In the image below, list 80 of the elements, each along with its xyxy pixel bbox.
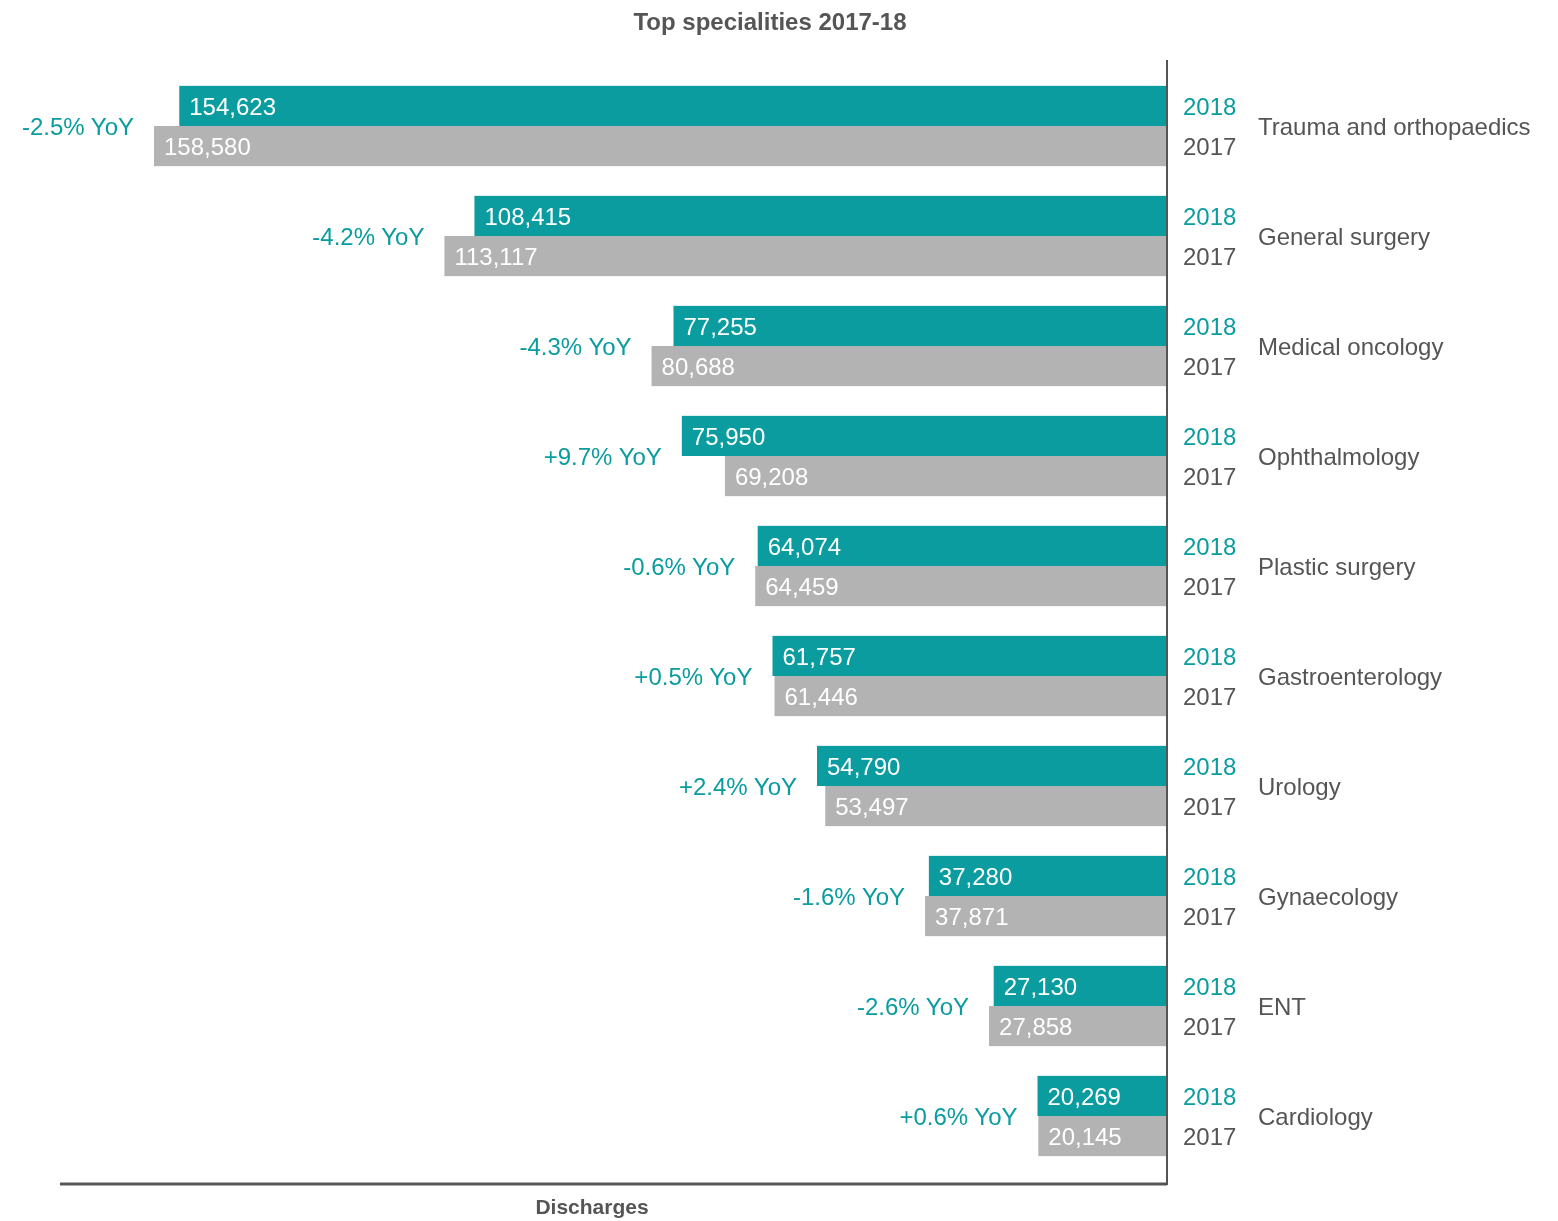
text: 2018 xyxy=(1183,312,1237,340)
bar xyxy=(755,566,1167,607)
bar xyxy=(154,126,1167,167)
text: 2017 xyxy=(1183,1012,1237,1040)
text: 2017 xyxy=(1183,682,1237,710)
data-label: 75,950 xyxy=(691,422,766,450)
data-label: 54,790 xyxy=(827,752,901,780)
data-label: 64,459 xyxy=(765,572,839,600)
bar xyxy=(444,236,1167,277)
bar xyxy=(673,305,1167,346)
text: 2018 xyxy=(1183,422,1237,450)
text: 2018 xyxy=(1183,642,1237,670)
text: -2.5% YoY xyxy=(21,112,134,140)
text: 2017 xyxy=(1183,792,1237,820)
annotation: +0.5% YoY xyxy=(634,662,753,690)
bar xyxy=(724,456,1167,497)
y-tick-label: Medical oncology xyxy=(1258,332,1444,360)
x-axis-title: Discharges xyxy=(535,1195,649,1218)
bar xyxy=(179,85,1167,126)
bar xyxy=(681,415,1167,456)
text: 2017 xyxy=(1183,902,1237,930)
bar xyxy=(772,635,1167,676)
annotation: -1.6% YoY xyxy=(792,882,906,910)
text: 2017 xyxy=(1183,242,1237,270)
data-label: 77,255 xyxy=(683,312,757,340)
text: 2017 xyxy=(1183,352,1237,380)
bar xyxy=(928,855,1167,896)
annotation: -2.6% YoY xyxy=(856,992,970,1020)
data-label: 61,757 xyxy=(782,642,856,670)
data-label: 80,688 xyxy=(661,352,735,380)
data-label: 61,446 xyxy=(784,682,858,710)
bar xyxy=(989,1006,1167,1047)
data-label: 158,580 xyxy=(164,132,251,160)
text: 2017 xyxy=(1183,1122,1237,1150)
text: 2018 xyxy=(1183,532,1237,560)
annotation: -4.2% YoY xyxy=(312,222,425,250)
y-tick-label: Plastic surgery xyxy=(1258,552,1416,580)
annotation: +0.6% YoY xyxy=(899,1102,1018,1130)
series-label: 2018 xyxy=(1183,92,1237,120)
text: 2018 xyxy=(1183,972,1237,1000)
annotation: -4.3% YoY xyxy=(519,332,632,360)
data-label: 20,145 xyxy=(1048,1122,1122,1150)
bar xyxy=(757,525,1167,566)
text: 2018 xyxy=(1183,1082,1237,1110)
data-label: 113,117 xyxy=(454,242,538,270)
y-tick-label: ENT xyxy=(1258,992,1307,1020)
text: 2017 xyxy=(1183,572,1237,600)
data-label: 64,074 xyxy=(767,532,842,560)
bar xyxy=(817,745,1167,786)
data-label: 37,871 xyxy=(935,902,1009,930)
y-tick-label: Urology xyxy=(1258,772,1341,800)
chart-title: Top specialities 2017-18 xyxy=(633,8,907,35)
annotation: +9.7% YoY xyxy=(543,442,662,470)
data-label: 53,497 xyxy=(835,792,909,820)
bar xyxy=(774,676,1167,717)
bar xyxy=(651,346,1167,387)
bar xyxy=(474,195,1167,236)
y-tick-label: Trauma and orthopaedics xyxy=(1258,112,1531,140)
annotation: +2.4% YoY xyxy=(678,772,797,800)
data-label: 37,280 xyxy=(938,862,1013,890)
data-label: 27,130 xyxy=(1003,972,1078,1000)
y-tick-label: Gastroenterology xyxy=(1258,662,1443,690)
y-tick-label: Cardiology xyxy=(1258,1102,1373,1130)
y-tick-label: General surgery xyxy=(1258,222,1431,250)
text: 2018 xyxy=(1183,202,1237,230)
text: 2017 xyxy=(1183,462,1237,490)
bar xyxy=(925,896,1167,937)
bar xyxy=(825,786,1167,827)
data-label: 154,623 xyxy=(189,92,277,120)
annotation: -0.6% YoY xyxy=(623,552,736,580)
data-label: 27,858 xyxy=(999,1012,1073,1040)
data-label: 69,208 xyxy=(734,462,809,490)
data-label: 20,269 xyxy=(1047,1082,1121,1110)
y-tick-label: Gynaecology xyxy=(1258,882,1399,910)
series-label: 2017 xyxy=(1183,132,1237,160)
text: 2018 xyxy=(1183,862,1237,890)
text: 2018 xyxy=(1183,752,1237,780)
bar xyxy=(993,965,1167,1006)
y-tick-label: Ophthalmology xyxy=(1258,442,1420,470)
data-label: 108,415 xyxy=(484,202,572,230)
